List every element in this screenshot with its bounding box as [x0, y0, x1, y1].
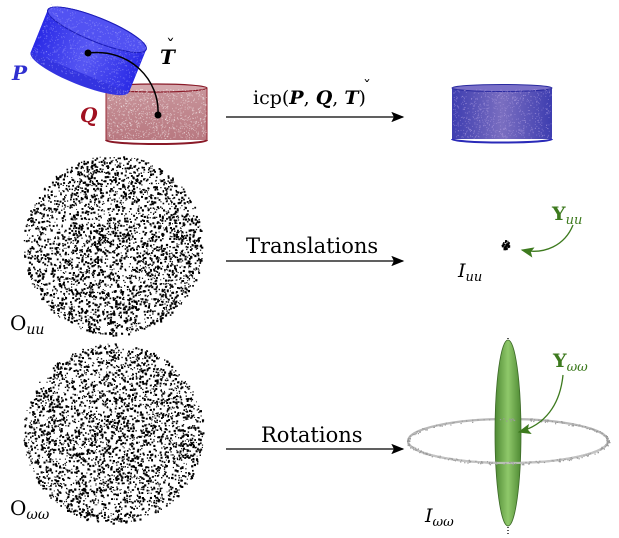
icp-label: icp(P, Q, T)	[253, 87, 366, 109]
q-center-dot	[154, 111, 162, 119]
label-i-uu: Iuu	[457, 260, 482, 285]
rotation-invariant-set	[406, 338, 611, 534]
rotations-label: Rotations	[261, 423, 363, 447]
label-t-accent: ˇ	[166, 36, 175, 57]
label-o-ww: Oωω	[10, 496, 50, 523]
label-y-uu: Yuu	[551, 203, 582, 228]
label-t: T	[160, 45, 177, 69]
y-ww-pointer	[517, 374, 564, 434]
label-q: Q	[80, 103, 98, 127]
label-o-uu: Ouu	[10, 311, 44, 338]
label-i-ww: Iωω	[424, 505, 454, 530]
transformation-curve	[87, 51, 159, 116]
label-y-ww: Yωω	[552, 350, 588, 375]
uncertainty-ellipsoid	[494, 339, 522, 527]
translations-label: Translations	[246, 234, 378, 258]
ring-front-arc	[406, 440, 610, 465]
icp-label-t-accent: ˇ	[363, 77, 371, 96]
aligned-point-cloud	[451, 84, 553, 144]
translation-invariant-cluster	[501, 240, 511, 251]
label-p: P	[11, 61, 28, 85]
p-center-dot	[84, 49, 92, 57]
rotation-orbit-cloud	[23, 343, 205, 525]
translation-orbit-cloud	[23, 156, 204, 337]
y-uu-pointer	[520, 224, 574, 258]
